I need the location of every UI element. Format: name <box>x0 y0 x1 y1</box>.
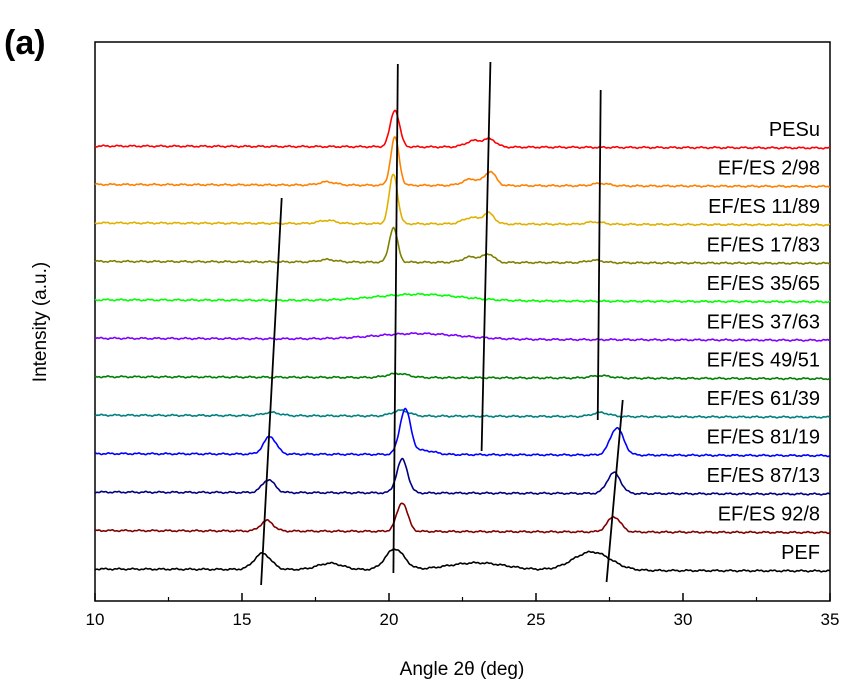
peak-guide-lines <box>260 61 624 586</box>
series-label-ef-es-11-89: EF/ES 11/89 <box>708 196 820 218</box>
series-curve-pesu <box>94 109 831 150</box>
series-curve-ef-es-11-89 <box>94 173 831 227</box>
series-label-ef-es-92-8: EF/ES 92/8 <box>718 504 820 526</box>
peak-guide-line <box>392 63 399 574</box>
series-label-ef-es-17-83: EF/ES 17/83 <box>707 234 820 256</box>
series-label-ef-es-61-39: EF/ES 61/39 <box>707 388 820 410</box>
peak-guide-line <box>596 89 602 421</box>
peak-guide-line <box>605 399 624 583</box>
series-curve-ef-es-87-13 <box>94 457 831 496</box>
series-curve-ef-es-61-39 <box>94 409 831 419</box>
series-curve-ef-es-37-63 <box>94 332 831 342</box>
series-label-pesu: PESu <box>769 119 820 141</box>
series-curve-ef-es-17-83 <box>94 226 831 266</box>
y-axis-title: Intensity (a.u.) <box>30 262 51 382</box>
peak-guide-line <box>260 197 283 586</box>
series-label-ef-es-35-65: EF/ES 35/65 <box>707 273 820 295</box>
panel-label: (a) <box>4 24 46 62</box>
x-axis-ticks: 10 15 20 25 30 35 <box>86 593 840 629</box>
x-axis-title: Angle 2θ (deg) <box>400 659 525 680</box>
x-tick-label: 30 <box>674 610 693 629</box>
x-tick-label: 15 <box>233 610 252 629</box>
series-curves <box>94 109 831 573</box>
series-label-ef-es-37-63: EF/ES 37/63 <box>707 311 820 333</box>
x-tick-label: 25 <box>527 610 546 629</box>
series-label-ef-es-81-19: EF/ES 81/19 <box>707 427 820 449</box>
series-label-ef-es-2-98: EF/ES 2/98 <box>718 157 820 179</box>
series-curve-ef-es-49-51 <box>94 372 831 381</box>
series-curve-ef-es-92-8 <box>94 502 831 535</box>
series-curve-pef <box>94 548 831 573</box>
x-tick-label: 35 <box>821 610 840 629</box>
peak-guide-line <box>480 61 492 452</box>
x-tick-label: 10 <box>86 610 105 629</box>
series-curve-ef-es-2-98 <box>94 135 831 189</box>
x-tick-label: 20 <box>380 610 399 629</box>
series-label-pef: PEF <box>781 542 820 564</box>
series-label-ef-es-49-51: EF/ES 49/51 <box>707 350 820 372</box>
series-label-ef-es-87-13: EF/ES 87/13 <box>707 465 820 487</box>
series-curve-ef-es-35-65 <box>94 292 831 304</box>
series-curve-ef-es-81-19 <box>94 407 831 458</box>
series-labels: PESu EF/ES 2/98 EF/ES 11/89 EF/ES 17/83 EF/E… <box>707 119 820 564</box>
